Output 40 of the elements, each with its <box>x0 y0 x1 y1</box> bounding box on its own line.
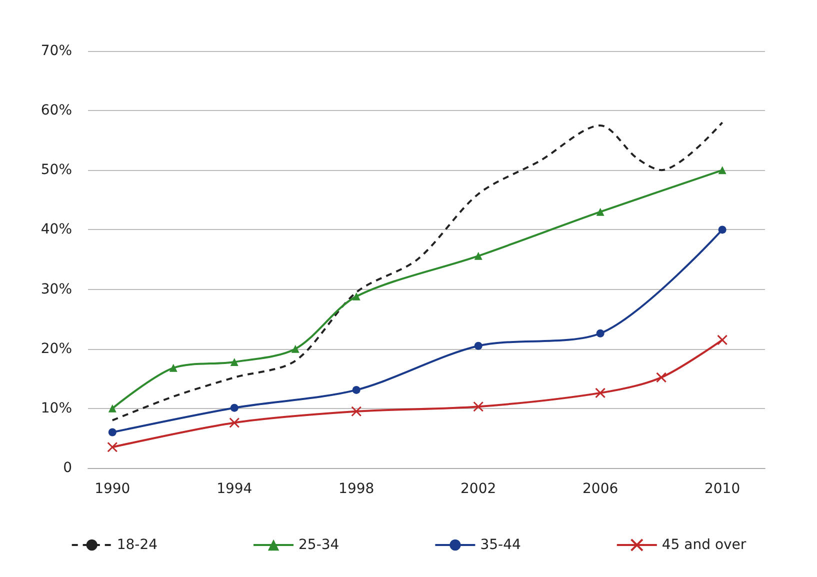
point <box>229 417 240 428</box>
x-tick-label: 2010 <box>704 481 740 497</box>
line-series <box>111 121 724 422</box>
point <box>351 406 362 417</box>
point <box>230 358 238 366</box>
y-tick-label: 40% <box>40 222 72 238</box>
y-tick-label: 30% <box>40 281 72 298</box>
point <box>169 364 178 372</box>
legend-label: 35-44 <box>480 537 521 553</box>
legend-label: 45 and over <box>662 537 746 553</box>
point <box>108 404 116 412</box>
point <box>473 401 484 412</box>
point <box>596 329 604 338</box>
y-tick-label: 70% <box>40 43 72 59</box>
x-tick-label: 1998 <box>338 481 374 497</box>
x-tick-label: 2006 <box>582 481 618 497</box>
y-tick-label: 60% <box>40 102 72 119</box>
point <box>107 442 118 452</box>
point <box>717 334 728 346</box>
x-tick-label: 2002 <box>460 481 496 497</box>
y-tick-label: 10% <box>40 400 72 416</box>
point <box>474 252 482 260</box>
point <box>718 166 726 174</box>
y-tick-label: 20% <box>40 340 72 357</box>
point <box>230 404 238 412</box>
y-tick-label: 0 <box>63 460 72 476</box>
x-tick-label: 1990 <box>94 481 130 497</box>
point <box>108 428 116 436</box>
point <box>718 226 726 234</box>
point <box>656 372 667 383</box>
x-tick-label: 1994 <box>216 481 252 497</box>
point <box>596 208 604 216</box>
point <box>352 386 360 394</box>
legend-label: 25-34 <box>298 537 340 553</box>
y-tick-label: 50% <box>40 162 72 178</box>
point <box>291 344 300 353</box>
point <box>474 342 482 350</box>
point <box>352 292 360 300</box>
point <box>595 388 606 398</box>
legend-label: 18-24 <box>116 537 158 553</box>
